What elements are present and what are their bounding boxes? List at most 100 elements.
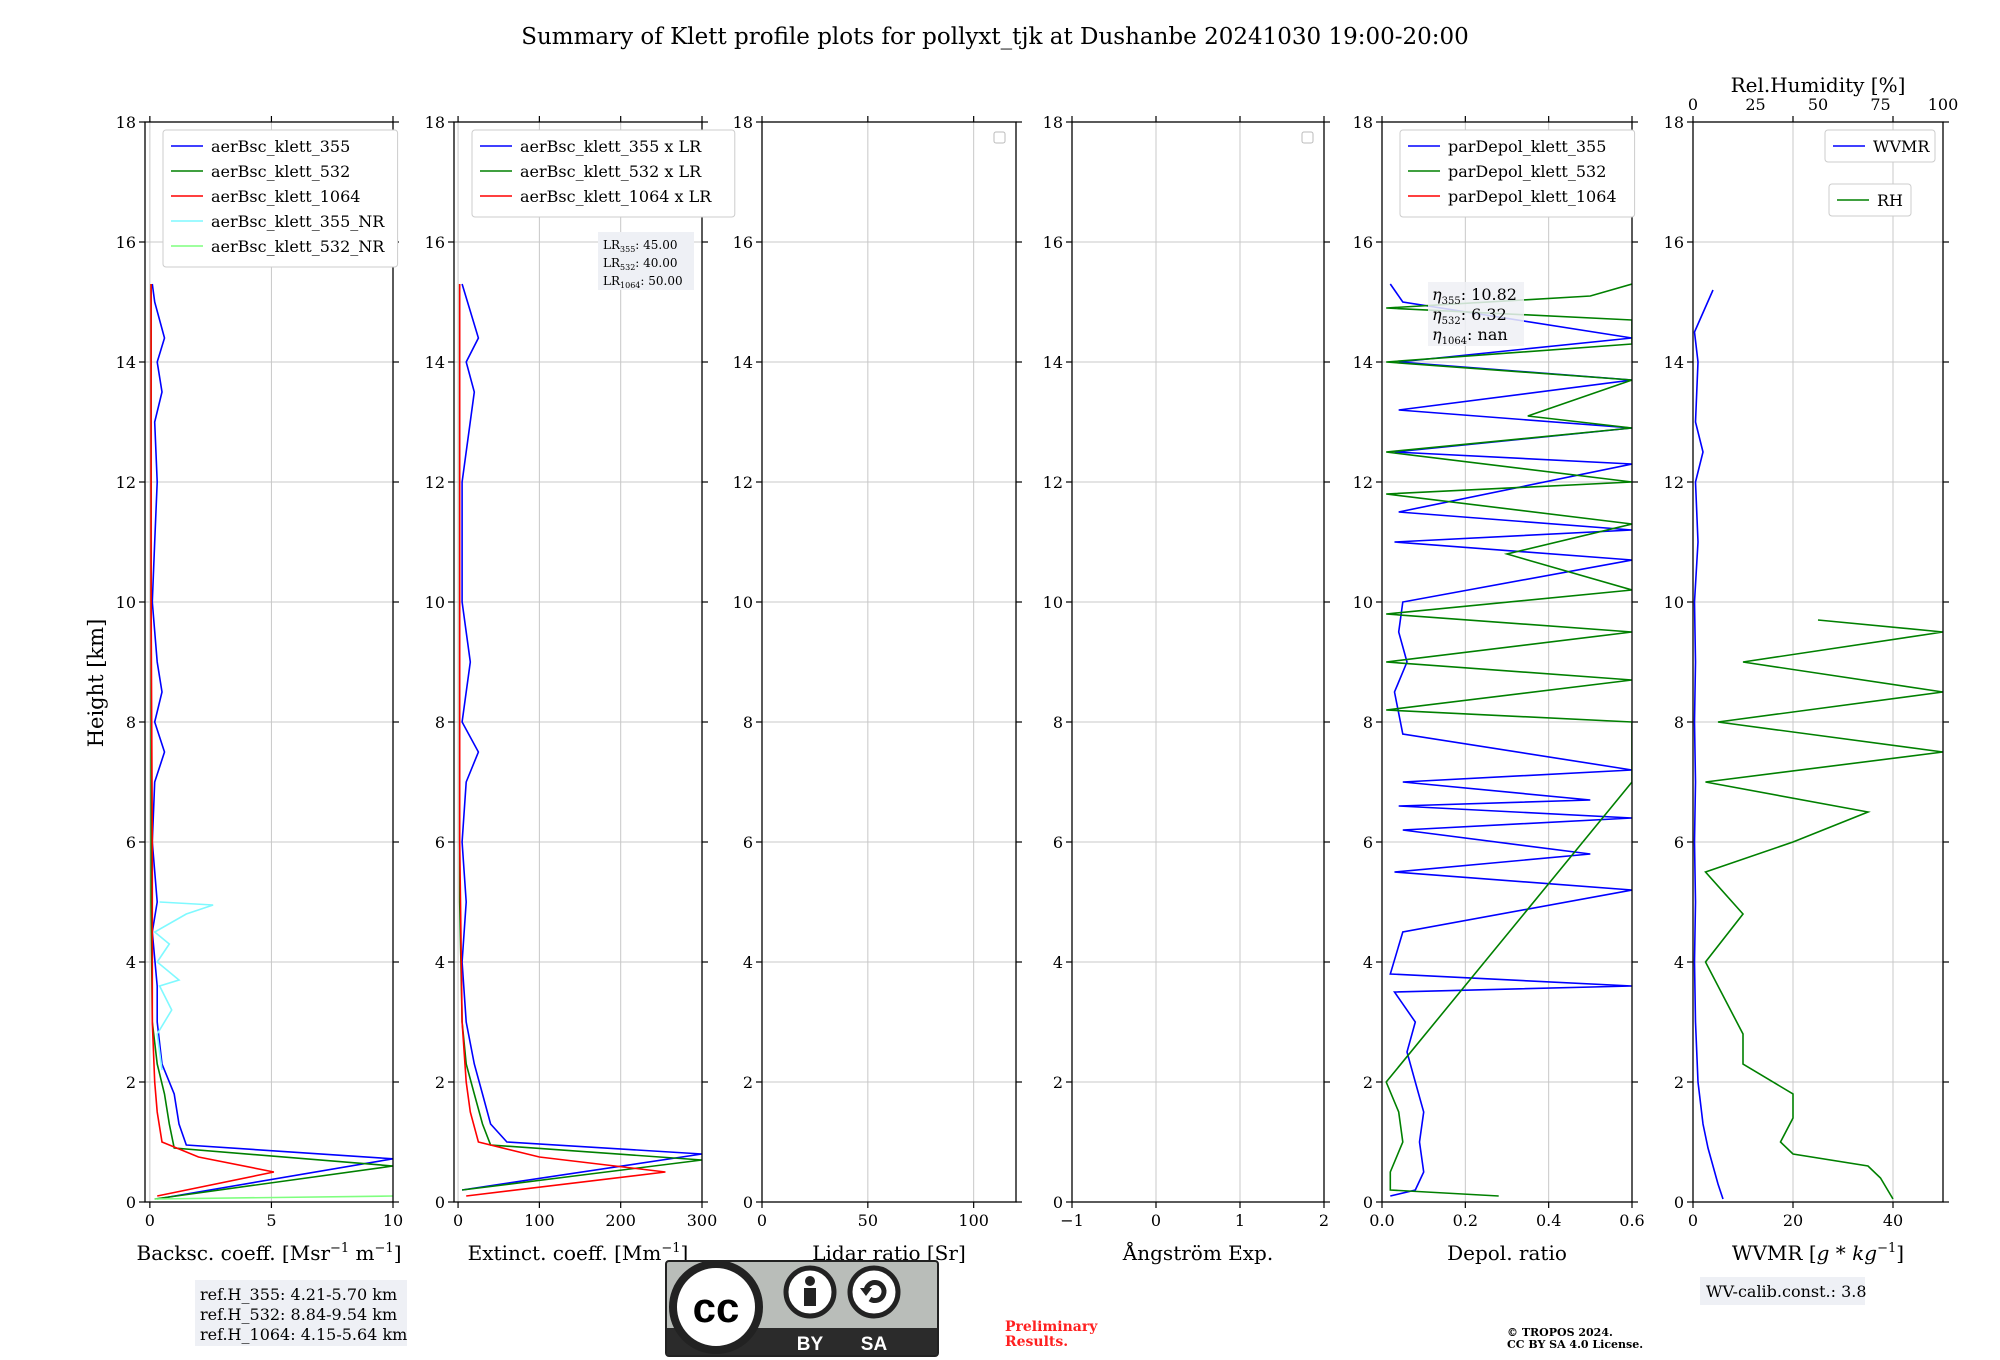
- wvmr-ytick-label: 8: [1674, 713, 1684, 732]
- wvmr-xlabel-main: WVMR [: [1732, 1241, 1817, 1265]
- wvmr-legend-box: [1828, 183, 1912, 217]
- backscatter-series-aerBsc_klett_1064: [150, 284, 275, 1197]
- backscatter-series-aerBsc_klett_355: [151, 283, 393, 1200]
- lidar_ratio-ytick-label: 8: [743, 713, 753, 732]
- extinction-ytick-label: 14: [425, 353, 445, 372]
- depol-eta-base: η: [1432, 305, 1442, 324]
- extinction-ytick-label: 2: [435, 1073, 445, 1092]
- wvmr-legend-box: [1824, 129, 1936, 163]
- extinction-ytick-label: 0: [435, 1193, 445, 1212]
- lidar_ratio-ytick-label: 16: [733, 233, 753, 252]
- wvmr-top-tick-label: 100: [1928, 95, 1959, 114]
- extinction-lr-label: LR532: 40.00: [603, 256, 678, 272]
- angstrom-ytick-label: 14: [1043, 353, 1063, 372]
- wvmr-ytick-label: 18: [1664, 113, 1684, 132]
- wv-calib-box: WV-calib.const.: 3.8: [1700, 1277, 1867, 1305]
- depol-eta-box: [1428, 282, 1524, 346]
- angstrom-ytick-label: 16: [1043, 233, 1063, 252]
- depol-xlabel: Depol. ratio: [1447, 1241, 1567, 1265]
- depol-ytick-label: 16: [1353, 233, 1373, 252]
- backscatter-legend-label: aerBsc_klett_1064: [211, 187, 360, 206]
- wvmr-ytick-label: 6: [1674, 833, 1684, 852]
- extinction-lr-base: LR: [603, 256, 621, 270]
- depol-eta-sub: 1064: [1442, 336, 1467, 347]
- angstrom-ytick-label: 0: [1053, 1193, 1063, 1212]
- backscatter-ytick-label: 2: [126, 1073, 136, 1092]
- extinction-lr-sub: 532: [620, 263, 635, 272]
- lidar_ratio-ytick-label: 4: [743, 953, 753, 972]
- backscatter-ytick-label: 8: [126, 713, 136, 732]
- backscatter-ytick-label: 4: [126, 953, 136, 972]
- backscatter-xlabel-end: ]: [394, 1241, 402, 1265]
- angstrom-empty-legend: [1301, 131, 1314, 144]
- sa-share-icon: [847, 1265, 901, 1319]
- backscatter-legend-label: aerBsc_klett_532_NR: [211, 237, 385, 256]
- wvmr-top-tick-label: 0: [1688, 95, 1698, 114]
- backscatter-ytick-label: 12: [116, 473, 136, 492]
- extinction-series-aerBsc_klett_1064 x LR: [458, 284, 666, 1197]
- depol-frame: [1381, 121, 1633, 1203]
- lidar_ratio-xtick-label: 100: [958, 1211, 989, 1230]
- angstrom-xlabel: Ångström Exp.: [1122, 1240, 1273, 1265]
- extinction-frame: [453, 121, 703, 1203]
- wvmr-xtick-label: 20: [1783, 1211, 1803, 1230]
- depol-series-parDepol_klett_532: [1385, 283, 1632, 1197]
- backscatter-frame: [144, 121, 394, 1203]
- wvmr-top-tick-label: 75: [1870, 95, 1890, 114]
- depol-xtick-label: 0.6: [1619, 1211, 1644, 1230]
- backscatter-series-aerBsc_klett_532: [150, 284, 393, 1200]
- angstrom-xlabel-main: Ångström Exp.: [1122, 1240, 1273, 1265]
- extinction-xlabel-sup1: −1: [661, 1241, 680, 1256]
- lidar_ratio-frame: [761, 121, 1017, 1203]
- wvmr-series-RH: [1704, 619, 1943, 1200]
- depol-ytick-label: 18: [1353, 113, 1373, 132]
- sa-share-arrowhead: [860, 1288, 872, 1296]
- preliminary-line1: Preliminary: [1005, 1319, 1098, 1335]
- extinction-legend: aerBsc_klett_355 x LR aerBsc_klett_532 x …: [471, 129, 736, 218]
- depol-series-parDepol_klett_355: [1389, 283, 1632, 1197]
- lidar_ratio-xtick-label: 50: [858, 1211, 878, 1230]
- panel-extinction: 0 2 4 6 8 10 12 14 16 18 0 100 200 300 Extinct. coeff.…: [425, 113, 736, 1265]
- backscatter-xlabel: Backsc. coeff. [Msr−1 m−1]: [137, 1241, 402, 1265]
- lidar_ratio-ytick-label: 10: [733, 593, 753, 612]
- depol-ytick-label: 4: [1363, 953, 1373, 972]
- backscatter-ytick-label: 14: [116, 353, 136, 372]
- depol-ytick-label: 8: [1363, 713, 1373, 732]
- extinction-lr-base: LR: [603, 274, 621, 288]
- depol-eta-sub: 532: [1442, 316, 1461, 327]
- extinction-lr-sub: 355: [620, 245, 635, 254]
- angstrom-xtick-label: 0: [1151, 1211, 1161, 1230]
- depol-legend-label: parDepol_klett_1064: [1448, 187, 1617, 206]
- depol-eta-value: : nan: [1467, 325, 1508, 344]
- figure-title: Summary of Klett profile plots for polly…: [521, 24, 1469, 50]
- wvmr-legend-label: WVMR: [1873, 137, 1930, 156]
- lidar_ratio-ytick-label: 2: [743, 1073, 753, 1092]
- depol-eta-value: : 10.82: [1461, 285, 1517, 304]
- wvmr-series-WVMR: [1693, 289, 1724, 1200]
- ref-height-box: ref.H_355: 4.21-5.70 km ref.H_532: 8.84-…: [195, 1280, 407, 1346]
- angstrom-ytick-label: 2: [1053, 1073, 1063, 1092]
- wvmr-top-tick-label: 50: [1808, 95, 1828, 114]
- depol-eta-label: η1064: nan: [1432, 325, 1508, 347]
- extinction-lr-box: [598, 232, 694, 290]
- extinction-xtick-label: 300: [687, 1211, 718, 1230]
- extinction-xtick-label: 100: [524, 1211, 555, 1230]
- lidar_ratio-ytick-label: 14: [733, 353, 753, 372]
- extinction-ytick-label: 16: [425, 233, 445, 252]
- sa-share-arrow: [863, 1280, 887, 1303]
- depol-eta-sub: 355: [1442, 296, 1461, 307]
- backscatter-legend-label: aerBsc_klett_355_NR: [211, 212, 385, 231]
- by-person-body: [804, 1288, 816, 1306]
- extinction-lr-base: LR: [603, 238, 621, 252]
- extinction-legend-label: aerBsc_klett_355 x LR: [520, 137, 702, 156]
- angstrom-ytick-label: 8: [1053, 713, 1063, 732]
- wvmr-xtick-label: 40: [1883, 1211, 1903, 1230]
- wvmr-ytick-label: 0: [1674, 1193, 1684, 1212]
- wvmr-frame: [1692, 121, 1944, 1203]
- extinction-ytick-label: 8: [435, 713, 445, 732]
- extinction-ytick-label: 4: [435, 953, 445, 972]
